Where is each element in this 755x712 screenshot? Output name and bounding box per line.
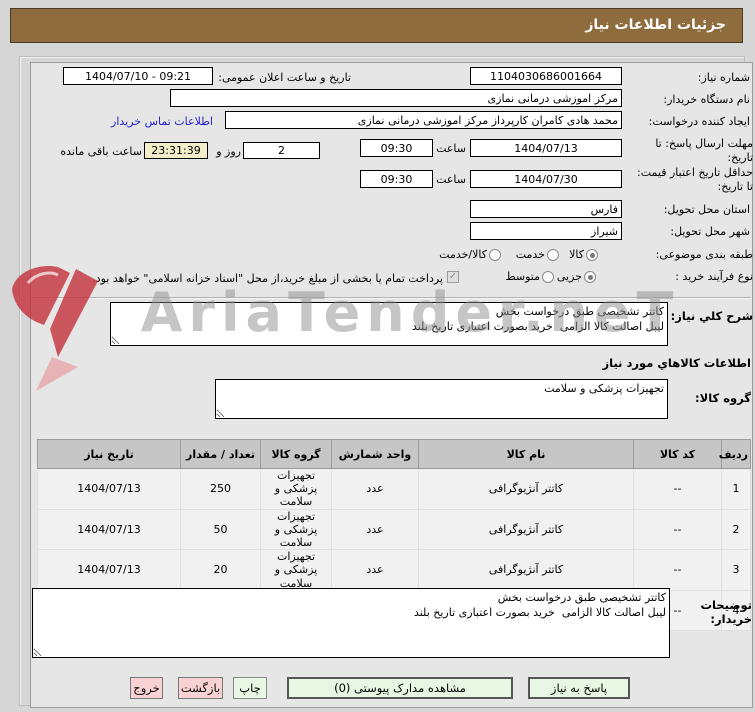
goods-group-textarea[interactable]: تجهیزات پزشکی و سلامت <box>215 379 668 419</box>
radio-service-label: خدمت <box>515 248 545 261</box>
goods-section-title: اطلاعات کالاهاي مورد نیاز <box>602 356 751 370</box>
cell: 2 <box>721 508 751 551</box>
city-label: شهر محل تحویل: <box>670 225 750 238</box>
cell: 1404/07/13 <box>37 549 181 591</box>
city-input[interactable]: شیراز <box>470 222 622 240</box>
respond-button[interactable]: پاسخ به نیاز <box>528 677 630 699</box>
back-button[interactable]: بازگشت <box>178 677 223 699</box>
remaining-suffix-label: ساعت باقی مانده <box>60 145 142 158</box>
need-number-input[interactable]: 1104030686001664 <box>470 67 622 85</box>
price-time-input[interactable]: 09:30 <box>360 170 433 188</box>
page-title: جزئیات اطلاعات نیاز <box>585 17 726 33</box>
column-header: تعداد / مقدار <box>180 439 261 469</box>
cell: 3 <box>721 549 751 591</box>
buyer-org-label: نام دستگاه خریدار: <box>663 93 750 106</box>
exit-button[interactable]: خروج <box>130 677 163 699</box>
creator-input[interactable]: محمد هادی کامران کارپرداز مرکز اموزشی در… <box>225 111 622 129</box>
buyer-notes-label: توضیحات خریدار: <box>700 598 753 627</box>
countdown-timer: 23:31:39 <box>144 142 208 159</box>
print-button[interactable]: چاپ <box>233 677 267 699</box>
cell: تجهیزات پزشکی و سلامت <box>260 549 332 591</box>
cell: 20 <box>180 549 261 591</box>
table-row: 3 -- کاتتر آنژیوگرافی عدد تجهیزات پزشکی … <box>37 549 751 591</box>
announce-datetime-input[interactable]: 1404/07/10 - 09:21 <box>63 67 213 85</box>
radio-goods-service[interactable] <box>489 249 501 261</box>
price-date-input[interactable]: 1404/07/30 <box>470 170 622 188</box>
buyer-notes-textarea[interactable]: کاتتر تشخیصی طبق درخواست بخش لیبل اصالت … <box>32 588 670 658</box>
price-validity-label: حداقل تاریخ اعتبار قیمت: تا تاریخ: <box>637 166 753 193</box>
radio-partial-label: جزیی <box>556 270 582 283</box>
cell: 1 <box>721 468 751 510</box>
cell: 50 <box>180 508 261 551</box>
creator-label: ایجاد کننده درخواست: <box>648 115 750 128</box>
column-header: واحد شمارش <box>331 439 419 469</box>
cell: -- <box>633 468 722 510</box>
cell: کاتتر آنژیوگرافی <box>418 549 634 591</box>
buyer-org-input[interactable]: مرکز اموزشی درمانی نمازی <box>170 89 622 107</box>
cell: عدد <box>331 508 419 551</box>
column-header: گروه کالا <box>260 439 332 469</box>
province-label: استان محل تحویل: <box>663 203 750 216</box>
radio-partial[interactable] <box>584 271 596 283</box>
cell: 250 <box>180 468 261 510</box>
process-type-label: نوع فرآیند خرید : <box>675 270 753 283</box>
province-input[interactable]: فارس <box>470 200 622 218</box>
radio-goods-label: کالا <box>569 248 584 261</box>
column-header: نام کالا <box>418 439 634 469</box>
cell: 1404/07/13 <box>37 508 181 551</box>
classification-label: طبقه بندی موضوعی: <box>655 248 753 261</box>
treasury-checkbox[interactable] <box>447 271 459 283</box>
reply-deadline-label: مهلت ارسال پاسخ: تا تاریخ: <box>655 137 753 164</box>
table-row: 1 -- کاتتر آنژیوگرافی عدد تجهیزات پزشکی … <box>37 468 751 510</box>
need-number-label: شماره نیاز: <box>697 71 750 84</box>
goods-group-label: گروه کالا: <box>695 391 751 405</box>
general-desc-label: شرح کلي نیاز: <box>670 309 753 323</box>
remaining-days-input[interactable]: 2 <box>243 142 320 159</box>
cell: تجهیزات پزشکی و سلامت <box>260 508 332 551</box>
table-row: 2 -- کاتتر آنژیوگرافی عدد تجهیزات پزشکی … <box>37 508 751 551</box>
remaining-days-label: روز و <box>216 145 241 158</box>
reply-hour-label: ساعت <box>436 142 466 155</box>
cell: تجهیزات پزشکی و سلامت <box>260 468 332 510</box>
cell: عدد <box>331 468 419 510</box>
price-hour-label: ساعت <box>436 173 466 186</box>
column-header: ردیف <box>719 439 751 469</box>
general-desc-textarea[interactable]: کاتتر تشخیصی طبق درخواست بخش لیبل اصالت … <box>110 302 668 346</box>
cell: 1404/07/13 <box>37 468 181 510</box>
reply-time-input[interactable]: 09:30 <box>360 139 433 157</box>
cell: کاتتر آنژیوگرافی <box>418 468 634 510</box>
page-title-banner: جزئیات اطلاعات نیاز <box>10 8 743 43</box>
announce-datetime-label: تاریخ و ساعت اعلان عمومی: <box>218 71 351 84</box>
cell: 4 <box>721 589 751 632</box>
reply-date-input[interactable]: 1404/07/13 <box>470 139 622 157</box>
buyer-contact-link[interactable]: اطلاعات تماس خریدار <box>111 115 213 128</box>
view-docs-button[interactable]: مشاهده مدارک پیوستی (0) <box>287 677 513 699</box>
column-header: تاریخ نیاز <box>37 439 181 469</box>
column-header: کد کالا <box>633 439 722 469</box>
cell: -- <box>633 549 722 591</box>
cell: -- <box>633 508 722 551</box>
section-separator <box>31 297 751 299</box>
cell: عدد <box>331 549 419 591</box>
radio-medium[interactable] <box>542 271 554 283</box>
radio-service[interactable] <box>547 249 559 261</box>
radio-medium-label: متوسط <box>505 270 540 283</box>
radio-goods-service-label: کالا/خدمت <box>439 248 487 261</box>
cell: کاتتر آنژیوگرافی <box>418 508 634 551</box>
treasury-note: پرداخت تمام یا بخشی از مبلغ خرید،از محل … <box>92 272 443 285</box>
radio-goods[interactable] <box>586 249 598 261</box>
table-header-row: ردیف کد کالا نام کالا واحد شمارش گروه کا… <box>37 439 751 469</box>
